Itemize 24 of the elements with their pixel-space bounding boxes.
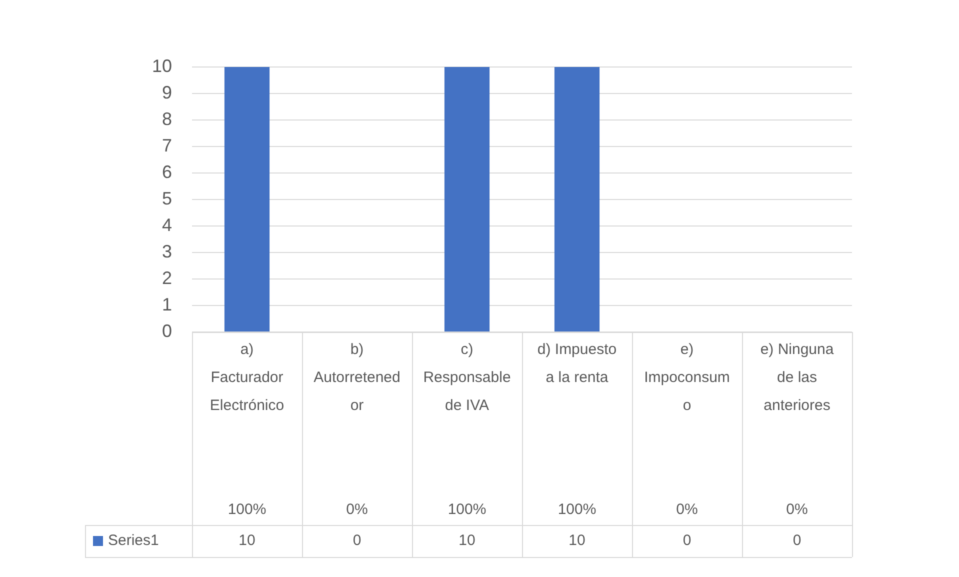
category-label: e) Impoconsumo 0% bbox=[644, 341, 730, 518]
category-label: b) Autorretenedor 0% bbox=[314, 341, 400, 518]
y-tick-label: 8 bbox=[162, 108, 172, 129]
y-tick-label: 4 bbox=[162, 214, 172, 235]
category-label: a) Facturador Electrónico 100% bbox=[210, 341, 284, 518]
data-label: 0 bbox=[682, 532, 692, 550]
category-label: d) Impuesto a la renta 100% bbox=[537, 341, 617, 518]
y-tick-label: 6 bbox=[162, 162, 172, 182]
y-tick-label: 5 bbox=[162, 188, 172, 208]
legend-label: Series1 bbox=[108, 532, 159, 550]
data-label: 10 bbox=[458, 532, 476, 550]
data-label: 0 bbox=[792, 532, 802, 550]
y-tick-label: 9 bbox=[162, 82, 172, 102]
category-label: c) Responsable de IVA 100% bbox=[423, 341, 511, 518]
y-tick-label: 10 bbox=[152, 56, 172, 76]
data-label: 10 bbox=[238, 532, 256, 550]
category-label: e) Ninguna de las anteriores 0% bbox=[760, 341, 834, 518]
y-tick-label: 2 bbox=[162, 268, 172, 288]
y-tick-label: 1 bbox=[162, 294, 172, 314]
y-tick-label: 0 bbox=[162, 320, 172, 341]
data-label: 0 bbox=[352, 532, 362, 550]
data-label: 10 bbox=[568, 532, 586, 550]
y-tick-label: 3 bbox=[162, 241, 172, 262]
y-tick-label: 7 bbox=[162, 135, 172, 156]
